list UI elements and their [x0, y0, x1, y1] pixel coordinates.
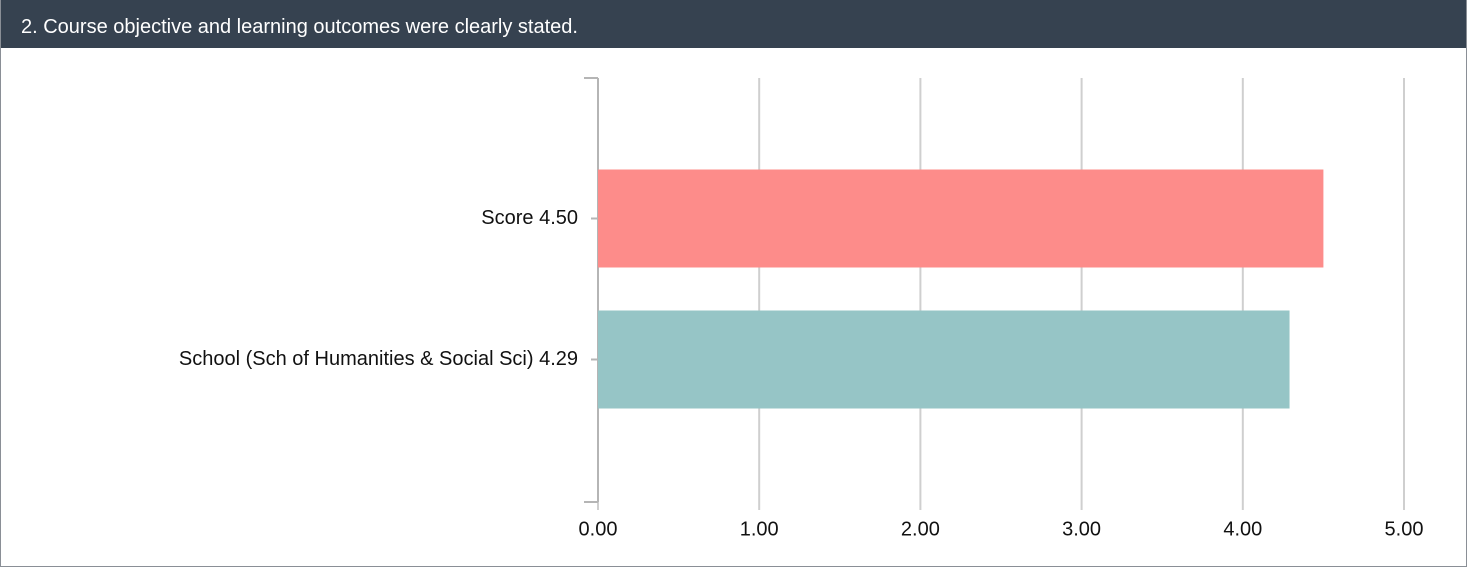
panel-title: 2. Course objective and learning outcome… [1, 0, 1466, 48]
x-tick-label: 4.00 [1223, 518, 1262, 540]
bar [598, 310, 1290, 409]
y-tick-label: Score 4.50 [481, 207, 578, 229]
y-tick-label: School (Sch of Humanities & Social Sci) … [179, 348, 578, 370]
x-tick-label: 0.00 [579, 518, 618, 540]
bar [598, 169, 1324, 268]
x-tick-label: 3.00 [1062, 518, 1101, 540]
x-tick-label: 2.00 [901, 518, 940, 540]
x-tick-label: 1.00 [740, 518, 779, 540]
x-tick-label: 5.00 [1385, 518, 1424, 540]
